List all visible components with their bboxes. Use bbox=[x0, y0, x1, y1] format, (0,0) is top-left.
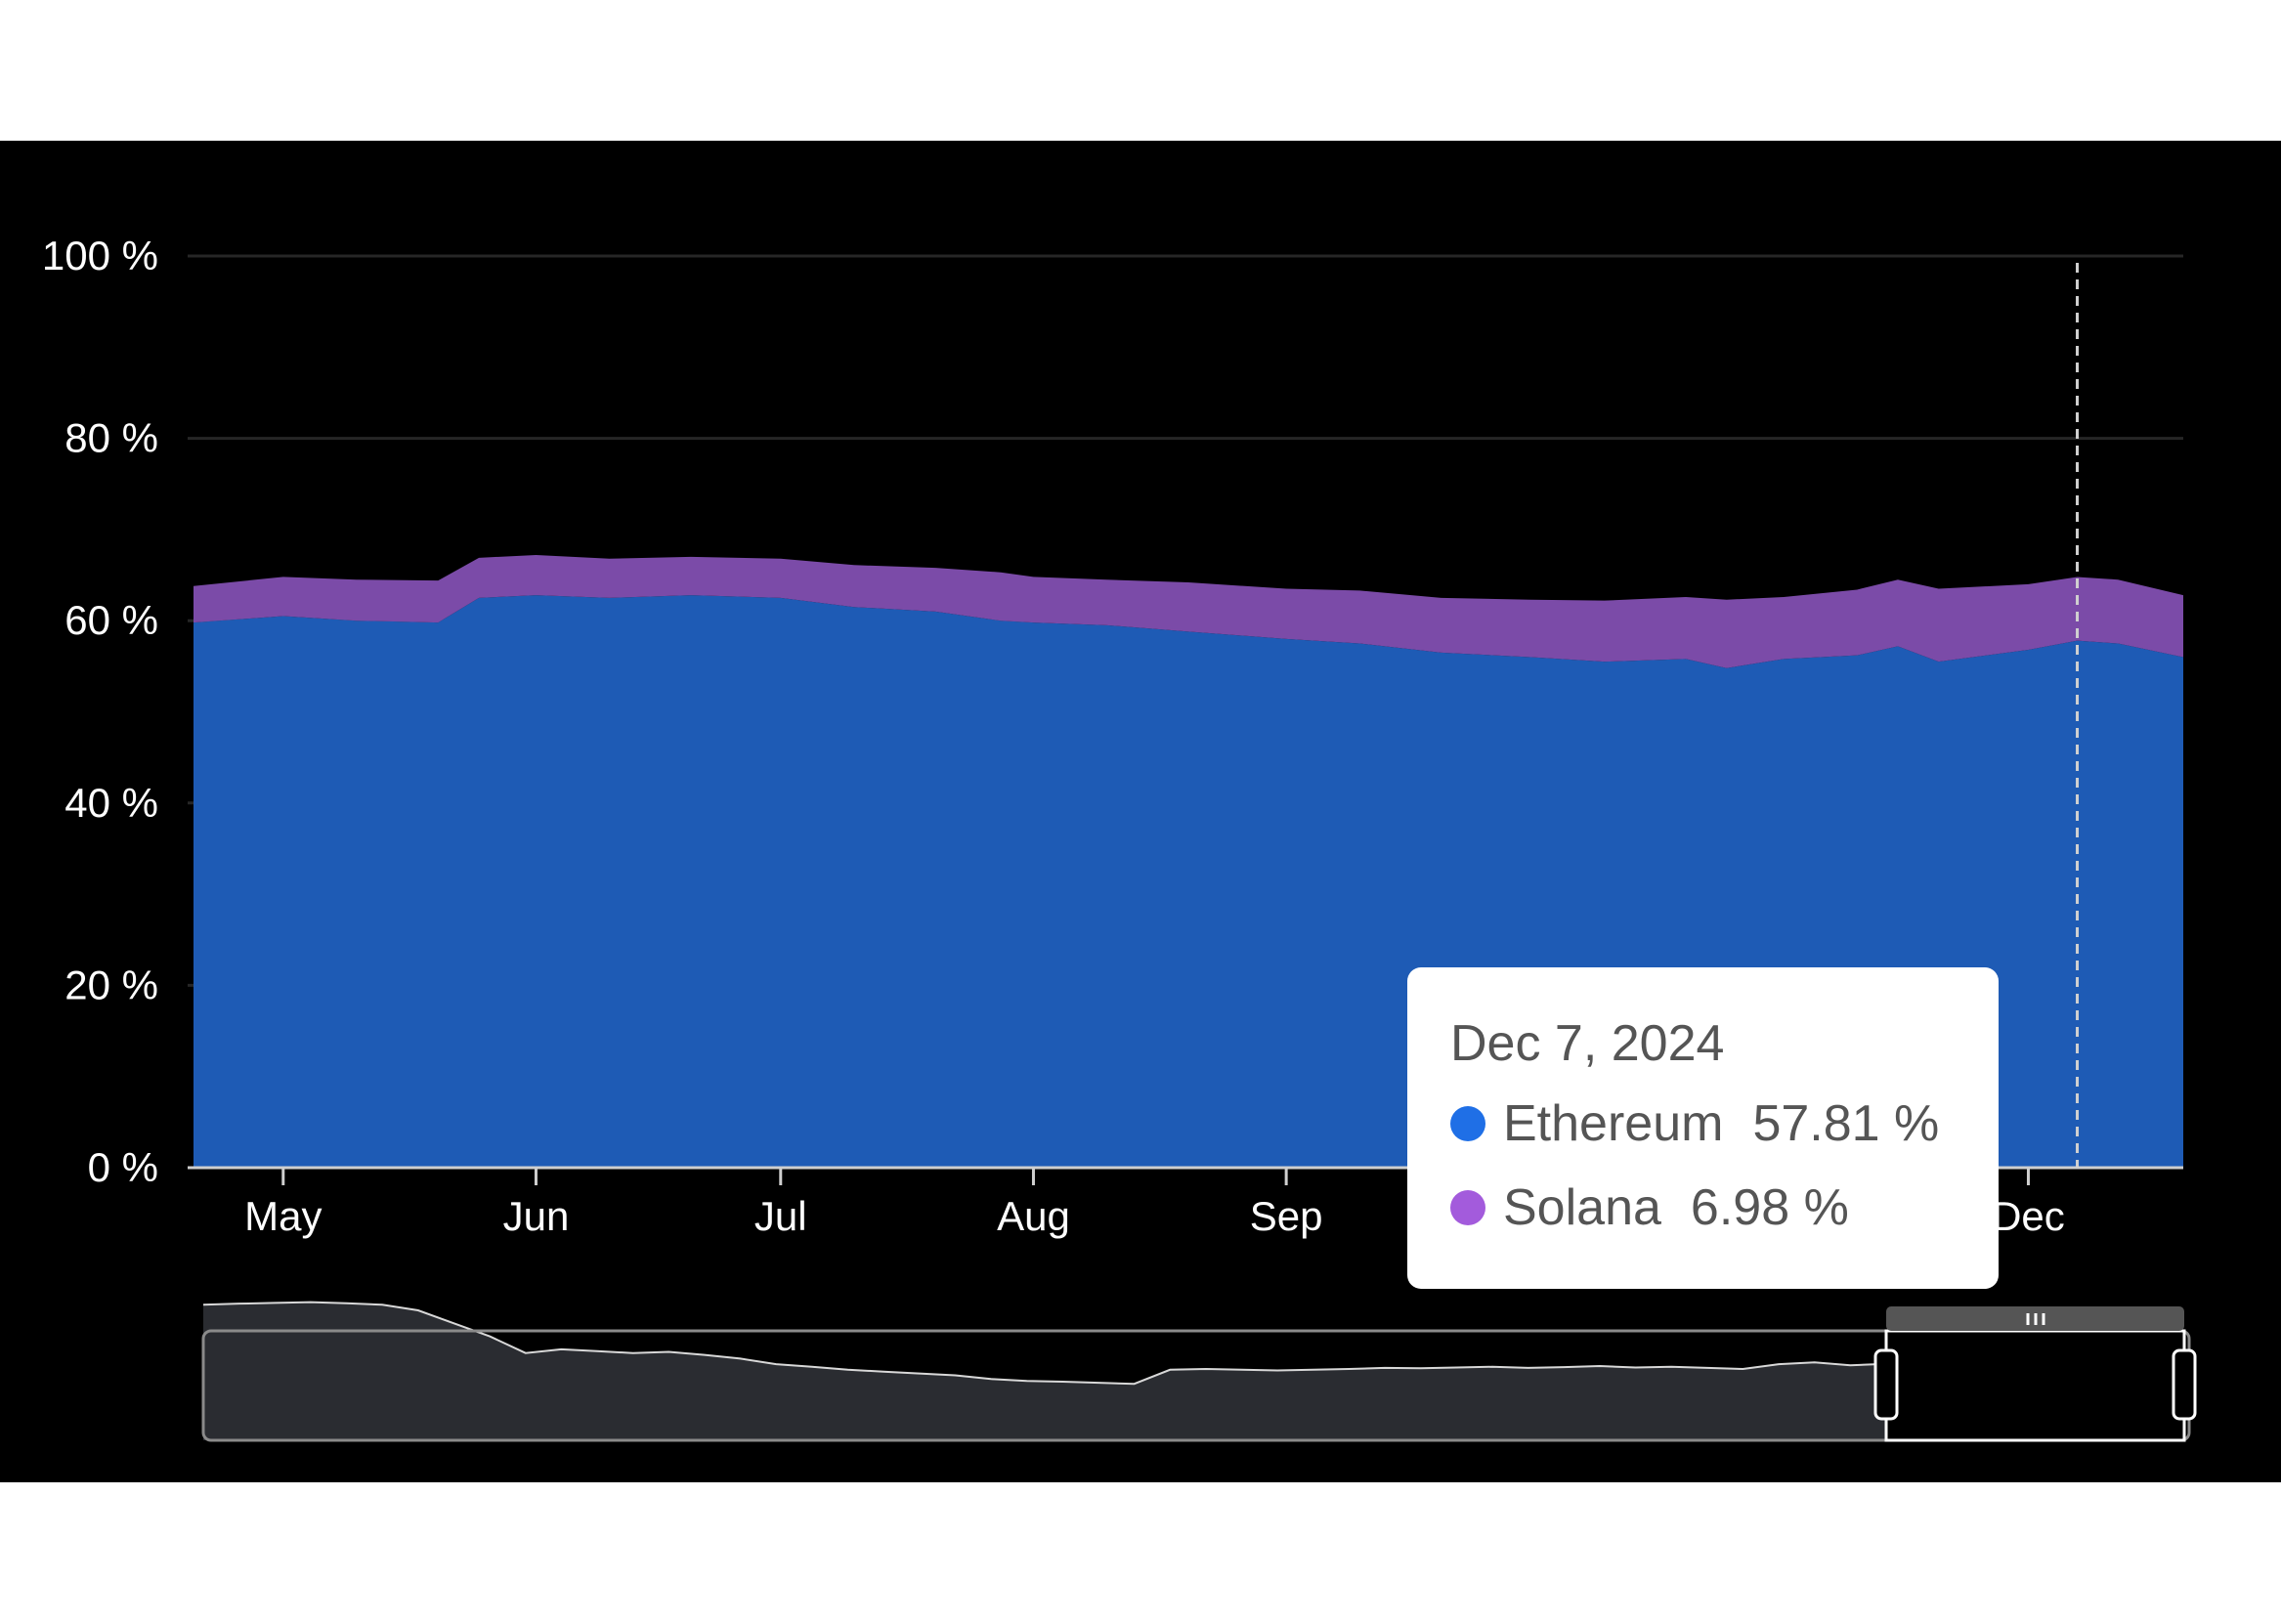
y-tick-label: 80 % bbox=[65, 415, 158, 461]
tooltip-series-value: 6.98 % bbox=[1690, 1179, 1849, 1236]
tooltip: Dec 7, 2024 Ethereum 57.81 % Solana 6.98… bbox=[1407, 967, 1999, 1289]
y-tick-label: 20 % bbox=[65, 962, 158, 1007]
y-tick-label: 100 % bbox=[42, 233, 158, 278]
range-navigator[interactable] bbox=[201, 1301, 2197, 1442]
x-tick-label: Sep bbox=[1250, 1193, 1323, 1239]
series-area-solana bbox=[194, 555, 2183, 668]
chart-panel: 0 % 20 % 40 % 60 % 80 % 100 % May Jun Jul Aug Sep… bbox=[0, 141, 2281, 1482]
tooltip-series-label: Solana bbox=[1503, 1179, 1661, 1236]
y-tick-label: 60 % bbox=[65, 597, 158, 643]
navigator-handle bbox=[1873, 1348, 1899, 1421]
navigator-series-area bbox=[203, 1302, 1886, 1440]
navigator-handle bbox=[2172, 1348, 2197, 1421]
tooltip-series-label: Ethereum bbox=[1503, 1095, 1724, 1152]
x-tick-label: Jul bbox=[754, 1193, 807, 1239]
tooltip-row-solana: Solana 6.98 % bbox=[1450, 1178, 1999, 1237]
tooltip-series-value: 57.81 % bbox=[1752, 1095, 1940, 1152]
tooltip-date: Dec 7, 2024 bbox=[1450, 1015, 1725, 1072]
x-tick-label: Jun bbox=[503, 1193, 570, 1239]
ethereum-dot-icon bbox=[1450, 1106, 1485, 1141]
y-tick-label: 40 % bbox=[65, 780, 158, 826]
y-tick-label: 0 % bbox=[88, 1144, 158, 1190]
solana-dot-icon bbox=[1450, 1190, 1485, 1225]
x-tick-label: Aug bbox=[997, 1193, 1070, 1239]
navigator-selection bbox=[1884, 1329, 2186, 1442]
navigator-series-line bbox=[202, 1301, 1887, 1386]
tooltip-row-ethereum: Ethereum 57.81 % bbox=[1450, 1094, 1999, 1153]
x-tick-label: Dec bbox=[1992, 1193, 2065, 1239]
y-axis: 0 % 20 % 40 % 60 % 80 % 100 % bbox=[42, 233, 158, 1190]
x-tick-label: May bbox=[244, 1193, 322, 1239]
